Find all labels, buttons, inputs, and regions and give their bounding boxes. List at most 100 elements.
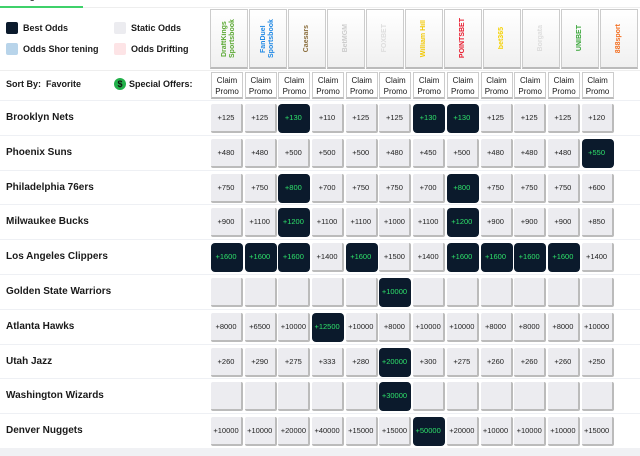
odds-cell[interactable]: +125 <box>379 104 412 133</box>
odds-cell[interactable] <box>480 382 513 412</box>
odds-cell[interactable]: +1100 <box>413 208 446 238</box>
odds-cell[interactable] <box>278 382 311 412</box>
odds-cell[interactable]: +1500 <box>379 243 412 273</box>
team-name[interactable]: Atlanta Hawks <box>6 320 75 332</box>
odds-cell[interactable] <box>581 278 614 307</box>
odds-cell[interactable]: +900 <box>211 208 243 238</box>
odds-cell-best[interactable]: +130 <box>446 104 479 133</box>
odds-cell[interactable]: +700 <box>413 173 446 203</box>
claim-promo-button[interactable]: Claim Promo <box>480 72 513 99</box>
odds-cell[interactable]: +10000 <box>278 312 311 342</box>
sportsbook-logo[interactable]: Borgata <box>522 9 560 69</box>
odds-cell-best[interactable]: +1600 <box>345 243 378 273</box>
odds-cell[interactable]: +1100 <box>312 208 345 238</box>
odds-cell[interactable]: +40000 <box>312 417 345 447</box>
odds-cell[interactable]: +15000 <box>345 417 378 447</box>
odds-cell[interactable]: +8000 <box>514 312 547 342</box>
odds-cell[interactable]: +500 <box>278 138 311 168</box>
team-name[interactable]: Utah Jazz <box>6 355 53 367</box>
claim-promo-button[interactable]: Claim Promo <box>345 72 378 99</box>
odds-cell[interactable]: +280 <box>345 347 378 377</box>
odds-cell[interactable]: +450 <box>413 138 446 168</box>
odds-cell[interactable]: +900 <box>547 208 580 238</box>
odds-cell[interactable]: +275 <box>446 347 479 377</box>
sportsbook-logo[interactable]: William Hill <box>405 9 443 69</box>
odds-cell[interactable]: +480 <box>379 138 412 168</box>
odds-cell[interactable]: +500 <box>446 138 479 168</box>
odds-cell-best[interactable]: +1600 <box>244 243 277 273</box>
odds-cell[interactable]: +110 <box>312 104 345 133</box>
odds-cell[interactable]: +8000 <box>480 312 513 342</box>
odds-cell-best[interactable]: +550 <box>581 138 614 168</box>
odds-cell[interactable]: +250 <box>581 347 614 377</box>
odds-cell[interactable]: +1400 <box>581 243 614 273</box>
odds-cell[interactable]: +20000 <box>278 417 311 447</box>
odds-cell[interactable]: +8000 <box>547 312 580 342</box>
odds-cell[interactable]: +333 <box>312 347 345 377</box>
team-name[interactable]: Brooklyn Nets <box>6 112 74 123</box>
odds-cell[interactable] <box>547 278 580 307</box>
odds-cell[interactable]: +260 <box>211 347 243 377</box>
odds-cell[interactable]: +8000 <box>211 312 243 342</box>
odds-cell[interactable]: +260 <box>547 347 580 377</box>
odds-cell[interactable] <box>514 382 547 412</box>
odds-cell[interactable] <box>312 382 345 412</box>
odds-cell[interactable]: +750 <box>345 173 378 203</box>
odds-cell[interactable] <box>244 382 277 412</box>
team-name[interactable]: Washington Wizards <box>6 390 104 402</box>
odds-cell[interactable]: +750 <box>244 173 277 203</box>
odds-cell[interactable] <box>211 382 243 412</box>
sportsbook-logo[interactable]: POINTSBET <box>444 9 482 69</box>
odds-cell[interactable]: +480 <box>480 138 513 168</box>
odds-cell-best[interactable]: +50000 <box>413 417 446 447</box>
odds-cell[interactable] <box>244 278 277 307</box>
claim-promo-button[interactable]: Claim Promo <box>312 72 345 99</box>
sportsbook-logo[interactable]: 888sport <box>600 9 638 69</box>
odds-cell-best[interactable]: +30000 <box>379 382 412 412</box>
odds-cell[interactable] <box>278 278 311 307</box>
odds-cell-best[interactable]: +1600 <box>278 243 311 273</box>
claim-promo-button[interactable]: Claim Promo <box>446 72 479 99</box>
odds-cell[interactable]: +750 <box>514 173 547 203</box>
odds-cell[interactable] <box>345 278 378 307</box>
odds-cell[interactable] <box>413 278 446 307</box>
odds-cell[interactable]: +10000 <box>581 312 614 342</box>
team-name[interactable]: Milwaukee Bucks <box>6 216 89 228</box>
odds-cell[interactable]: +260 <box>514 347 547 377</box>
odds-cell[interactable]: +600 <box>581 173 614 203</box>
tab-outright-odds[interactable]: Outright Odds <box>0 0 83 8</box>
odds-cell[interactable]: +8000 <box>379 312 412 342</box>
claim-promo-button[interactable]: Claim Promo <box>278 72 311 99</box>
odds-cell[interactable] <box>312 278 345 307</box>
odds-cell[interactable]: +20000 <box>446 417 479 447</box>
odds-cell[interactable]: +480 <box>244 138 277 168</box>
odds-cell[interactable]: +10000 <box>514 417 547 447</box>
odds-cell[interactable]: +300 <box>413 347 446 377</box>
odds-cell[interactable]: +125 <box>547 104 580 133</box>
odds-cell-best[interactable]: +1600 <box>547 243 580 273</box>
odds-cell[interactable]: +750 <box>379 173 412 203</box>
claim-promo-button[interactable]: Claim Promo <box>244 72 277 99</box>
odds-cell[interactable]: +1100 <box>244 208 277 238</box>
team-name[interactable]: Denver Nuggets <box>6 425 83 437</box>
sportsbook-logo[interactable]: FOXBET <box>366 9 404 69</box>
odds-cell[interactable]: +6500 <box>244 312 277 342</box>
odds-cell[interactable]: +750 <box>480 173 513 203</box>
odds-cell[interactable]: +500 <box>312 138 345 168</box>
odds-cell-best[interactable]: +12500 <box>312 312 345 342</box>
odds-cell[interactable]: +480 <box>211 138 243 168</box>
odds-cell[interactable]: +125 <box>345 104 378 133</box>
odds-cell[interactable] <box>446 382 479 412</box>
odds-cell[interactable]: +10000 <box>345 312 378 342</box>
odds-cell[interactable]: +1400 <box>312 243 345 273</box>
sportsbook-logo[interactable]: bet365 <box>483 9 521 69</box>
odds-cell[interactable]: +10000 <box>413 312 446 342</box>
sportsbook-logo[interactable]: BetMGM <box>327 9 365 69</box>
odds-cell[interactable]: +120 <box>581 104 614 133</box>
team-name[interactable]: Los Angeles Clippers <box>6 251 108 263</box>
claim-promo-button[interactable]: Claim Promo <box>211 72 243 99</box>
claim-promo-button[interactable]: Claim Promo <box>547 72 580 99</box>
claim-promo-button[interactable]: Claim Promo <box>413 72 446 99</box>
odds-cell-best[interactable]: +1600 <box>446 243 479 273</box>
claim-promo-button[interactable]: Claim Promo <box>379 72 412 99</box>
